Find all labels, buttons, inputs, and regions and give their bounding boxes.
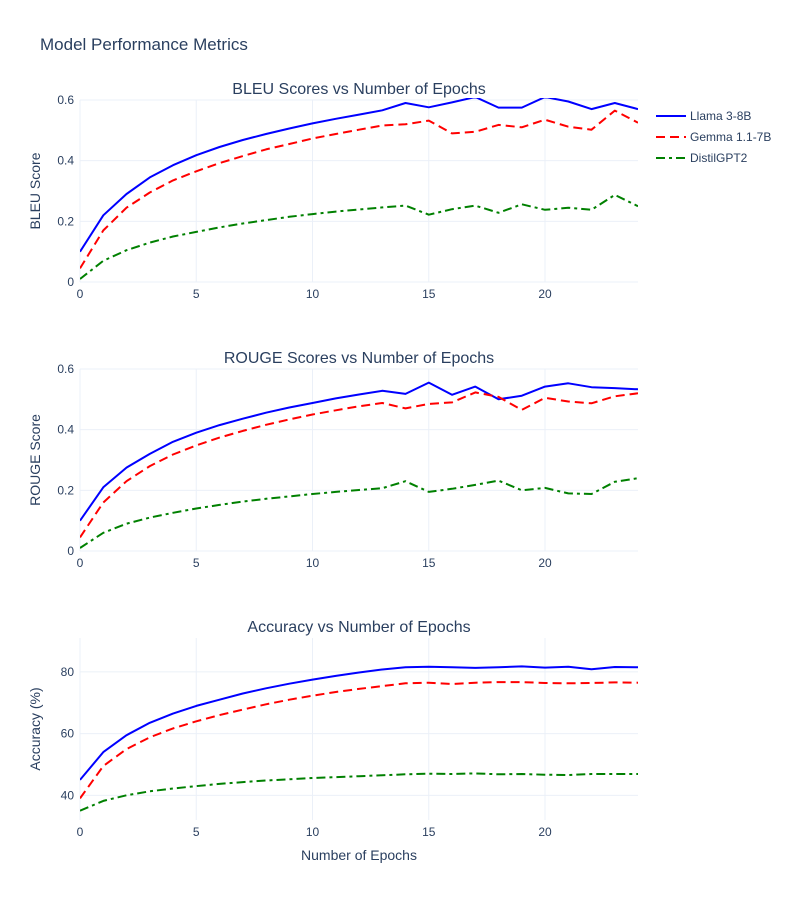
- subplot-1: 0 5 10 15 20 0 0.2 0.4 0.6 BLEU Scores vs Number …: [27, 81, 638, 301]
- x-tick-label: 0: [77, 556, 84, 570]
- series-line-gemma-1-1-7b[interactable]: [80, 681, 638, 799]
- legend-item[interactable]: Llama 3-8B: [656, 109, 751, 123]
- y-tick-label: 0.6: [57, 362, 74, 376]
- x-tick-label: 5: [193, 287, 200, 301]
- y-tick-label: 80: [61, 665, 75, 679]
- x-tick-label: 15: [422, 287, 436, 301]
- series-line-llama-3-8b[interactable]: [80, 665, 638, 781]
- legend-item[interactable]: DistilGPT2: [656, 151, 748, 165]
- y-tick-label: 0: [67, 544, 74, 558]
- page-title: Model Performance Metrics: [40, 35, 248, 54]
- y-tick-label: 0.2: [57, 483, 74, 497]
- subplot-title: Accuracy vs Number of Epochs: [247, 619, 470, 636]
- series-line-gemma-1-1-7b[interactable]: [80, 109, 638, 269]
- x-tick-label: 15: [422, 825, 436, 839]
- x-tick-label: 5: [193, 825, 200, 839]
- x-tick-label: 10: [306, 556, 320, 570]
- x-tick-label: 10: [306, 287, 320, 301]
- series-line-distilgpt2[interactable]: [80, 193, 638, 280]
- subplot-2: 0 5 10 15 20 0 0.2 0.4 0.6 ROUGE Scores vs Number…: [27, 350, 638, 570]
- series-line-llama-3-8b[interactable]: [80, 97, 638, 253]
- subplot-3: 0 5 10 15 20 40 60 80 Accuracy vs Number of Epoc…: [27, 619, 638, 863]
- legend-item[interactable]: Gemma 1.1-7B: [656, 130, 771, 144]
- x-tick-label: 20: [538, 556, 552, 570]
- series-line-distilgpt2[interactable]: [80, 772, 638, 812]
- subplot-title: BLEU Scores vs Number of Epochs: [232, 81, 485, 98]
- legend-label: Llama 3-8B: [690, 109, 751, 123]
- y-axis-label: ROUGE Score: [27, 414, 43, 506]
- series-line-llama-3-8b[interactable]: [80, 381, 638, 522]
- subplot-title: ROUGE Scores vs Number of Epochs: [224, 350, 494, 367]
- y-tick-label: 40: [61, 788, 75, 802]
- subplots: 0 5 10 15 20 0 0.2 0.4 0.6 BLEU Scores vs Number …: [27, 81, 638, 863]
- y-axis-label: Accuracy (%): [27, 687, 43, 770]
- y-tick-label: 0.6: [57, 93, 74, 107]
- legend-label: Gemma 1.1-7B: [690, 130, 771, 144]
- x-tick-label: 0: [77, 287, 84, 301]
- x-tick-label: 0: [77, 825, 84, 839]
- y-tick-label: 60: [61, 727, 75, 741]
- x-tick-label: 20: [538, 825, 552, 839]
- y-tick-label: 0.4: [57, 423, 74, 437]
- y-tick-label: 0.4: [57, 154, 74, 168]
- series-line-gemma-1-1-7b[interactable]: [80, 391, 638, 538]
- legend-label: DistilGPT2: [690, 151, 748, 165]
- x-tick-label: 15: [422, 556, 436, 570]
- legend[interactable]: Llama 3-8B Gemma 1.1-7B DistilGPT2: [656, 109, 771, 165]
- x-tick-label: 5: [193, 556, 200, 570]
- x-tick-label: 10: [306, 825, 320, 839]
- x-tick-label: 20: [538, 287, 552, 301]
- y-axis-label: BLEU Score: [27, 152, 43, 229]
- y-tick-label: 0.2: [57, 214, 74, 228]
- y-tick-label: 0: [67, 275, 74, 289]
- x-axis-label: Number of Epochs: [301, 847, 417, 863]
- series-line-distilgpt2[interactable]: [80, 477, 638, 549]
